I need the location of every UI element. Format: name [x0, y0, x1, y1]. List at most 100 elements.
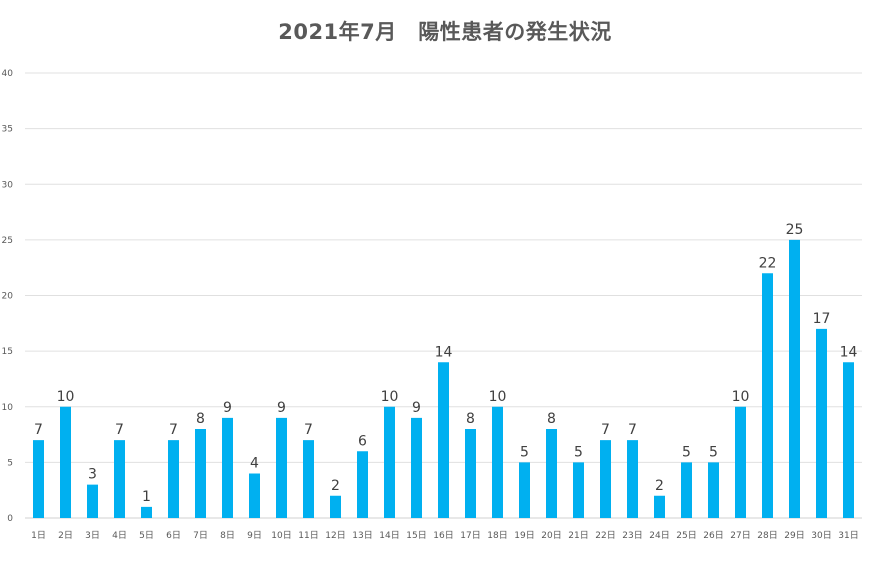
y-tick-label: 20	[2, 292, 14, 302]
bar-22日	[600, 440, 611, 519]
bar-27日	[735, 406, 746, 518]
x-tick-label: 29日	[784, 530, 804, 541]
y-tick-label: 35	[2, 125, 13, 135]
bar-30日	[816, 328, 827, 519]
data-label: 10	[489, 389, 507, 405]
bar-10日	[276, 417, 287, 519]
x-tick-label: 28日	[757, 530, 777, 541]
data-label: 17	[813, 311, 831, 327]
data-label: 2	[655, 478, 664, 494]
bar-16日	[438, 362, 449, 518]
bar-5日	[141, 506, 152, 519]
data-label: 14	[435, 344, 453, 360]
bars	[33, 239, 854, 519]
x-tick-label: 16日	[433, 530, 453, 541]
data-label: 4	[250, 456, 259, 472]
bar-1日	[33, 440, 44, 519]
y-tick-label: 5	[7, 458, 13, 468]
y-tick-label: 25	[2, 236, 13, 246]
data-label: 2	[331, 478, 340, 494]
x-tick-label: 4日	[112, 530, 127, 541]
x-tick-label: 5日	[139, 530, 154, 541]
y-tick-label: 10	[2, 403, 14, 413]
x-tick-label: 25日	[676, 530, 696, 541]
bar-20日	[546, 429, 557, 518]
data-label: 10	[732, 389, 750, 405]
bar-21日	[573, 462, 584, 519]
y-tick-label: 40	[2, 69, 14, 79]
x-tick-label: 20日	[541, 530, 561, 541]
data-label: 3	[88, 467, 97, 483]
x-tick-label: 17日	[460, 530, 480, 541]
x-tick-label: 10日	[271, 530, 291, 541]
data-label: 8	[547, 411, 556, 427]
data-label: 7	[169, 422, 178, 438]
data-label: 7	[34, 422, 43, 438]
bar-2日	[60, 406, 71, 518]
data-label: 10	[57, 389, 75, 405]
data-label: 7	[628, 422, 637, 438]
bar-12日	[330, 495, 341, 518]
chart-title: 2021年7月 陽性患者の発生状況	[278, 20, 612, 44]
x-axis-ticks: 1日 2日 3日 4日 5日 6日 7日 8日 9日 10日 11日 12日 13日 14日 15日 16日 1…	[31, 530, 859, 541]
y-tick-label: 15	[2, 347, 13, 357]
x-tick-label: 13日	[352, 530, 372, 541]
x-tick-label: 22日	[595, 530, 615, 541]
x-tick-label: 18日	[487, 530, 507, 541]
bar-7日	[195, 429, 206, 518]
data-label: 22	[759, 255, 777, 271]
data-label: 5	[520, 444, 529, 460]
data-label: 8	[466, 411, 475, 427]
bar-6日	[168, 440, 179, 519]
x-tick-label: 15日	[406, 530, 426, 541]
data-label: 1	[142, 489, 151, 505]
x-tick-label: 8日	[220, 530, 235, 541]
data-label: 7	[601, 422, 610, 438]
y-axis-ticks: 0 5 10 15 20 25 30 35 40	[2, 69, 14, 524]
bar-4日	[114, 440, 125, 519]
bar-13日	[357, 451, 368, 518]
x-tick-label: 7日	[193, 530, 208, 541]
data-label: 14	[840, 344, 858, 360]
bar-17日	[465, 429, 476, 518]
data-label: 6	[358, 433, 367, 449]
data-label: 9	[223, 400, 232, 416]
data-label: 9	[277, 400, 286, 416]
bar-11日	[303, 440, 314, 519]
x-tick-label: 2日	[58, 530, 73, 541]
x-tick-label: 14日	[379, 530, 399, 541]
x-tick-label: 11日	[298, 530, 318, 541]
bar-31日	[843, 362, 854, 518]
x-tick-label: 27日	[730, 530, 750, 541]
bar-3日	[87, 484, 98, 519]
x-tick-label: 9日	[247, 530, 262, 541]
bar-8日	[222, 417, 233, 519]
x-tick-label: 1日	[31, 530, 46, 541]
data-label: 8	[196, 411, 205, 427]
data-label: 7	[304, 422, 313, 438]
bar-14日	[384, 406, 395, 518]
bar-19日	[519, 462, 530, 519]
x-tick-label: 3日	[85, 530, 100, 541]
x-tick-label: 26日	[703, 530, 723, 541]
x-tick-label: 19日	[514, 530, 534, 541]
y-tick-label: 0	[7, 514, 13, 524]
data-label: 9	[412, 400, 421, 416]
y-tick-label: 30	[2, 180, 14, 190]
bar-18日	[492, 406, 503, 518]
data-label: 25	[786, 222, 804, 238]
data-label: 10	[381, 389, 399, 405]
bar-28日	[762, 273, 773, 518]
x-tick-label: 23日	[622, 530, 642, 541]
bar-9日	[249, 473, 260, 518]
data-label: 7	[115, 422, 124, 438]
x-tick-label: 30日	[811, 530, 831, 541]
data-label: 5	[709, 444, 718, 460]
x-tick-label: 6日	[166, 530, 181, 541]
data-label: 5	[682, 444, 691, 460]
data-label: 5	[574, 444, 583, 460]
x-tick-label: 31日	[838, 530, 858, 541]
